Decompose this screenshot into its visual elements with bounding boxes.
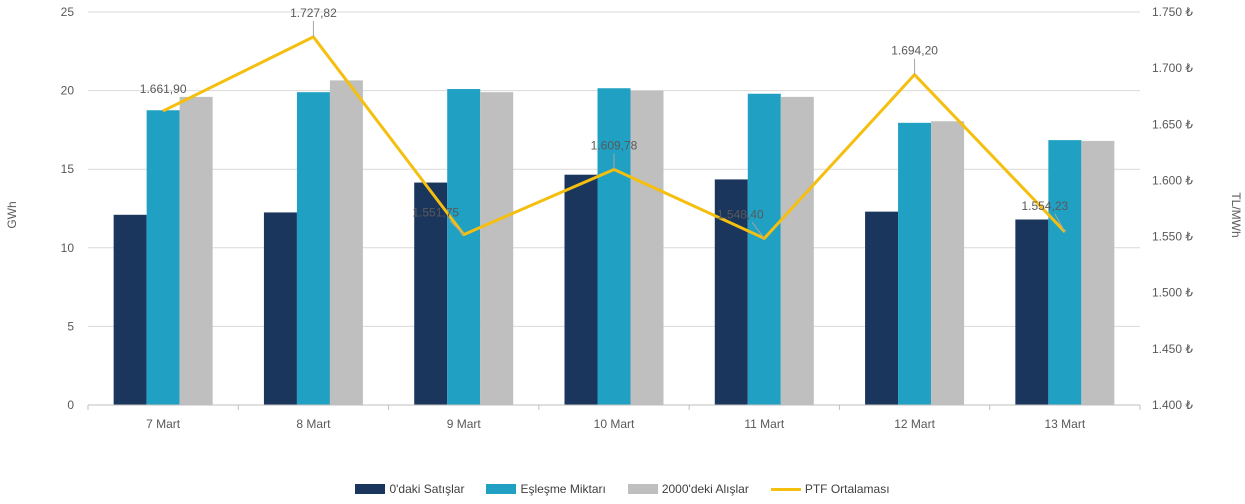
data-label: 1.727,82 <box>290 6 337 20</box>
legend-label: 0'daki Satışlar <box>389 482 465 496</box>
y-axis-left-title: GWh <box>5 201 19 228</box>
x-axis: 7 Mart 8 Mart 9 Mart 10 Mart 11 Mart 12 Mart 1… <box>87 404 1141 431</box>
bar <box>263 212 297 405</box>
y-right-tick-label: 1.600 ₺ <box>1152 173 1193 187</box>
leader-line <box>1054 213 1066 233</box>
y-tick-label: 5 <box>67 319 74 333</box>
data-label: 1.551,75 <box>412 206 459 220</box>
legend-label: Eşleşme Miktarı <box>520 482 606 496</box>
y-tick-label: 10 <box>61 241 75 255</box>
bar <box>865 211 899 405</box>
data-labels: 1.661,90 1.727,82 1.551,75 1.609,78 1.548,40… <box>140 6 1069 239</box>
x-tick-label: 13 Mart <box>1045 417 1086 431</box>
data-label: 1.548,40 <box>717 207 764 221</box>
y-tick-label: 15 <box>61 162 75 176</box>
y-axis-right-title: TL/MWh <box>1229 192 1243 237</box>
bar <box>414 182 448 405</box>
legend-label: 2000'deki Alışlar <box>661 482 749 496</box>
y-right-tick-label: 1.400 ₺ <box>1152 398 1193 412</box>
legend-item-eslesme-miktari: Eşleşme Miktarı <box>486 482 606 496</box>
bar <box>931 121 965 405</box>
bar <box>747 93 781 405</box>
y-right-tick-label: 1.650 ₺ <box>1152 117 1193 131</box>
y-right-tick-label: 1.500 ₺ <box>1152 286 1193 300</box>
bar <box>480 92 514 405</box>
legend-item-2000deki-alislar: 2000'deki Alışlar <box>627 482 749 496</box>
x-tick-label: 8 Mart <box>296 417 331 431</box>
legend-label: PTF Ortalaması <box>804 482 890 496</box>
legend-item-0daki-satislar: 0'daki Satışlar <box>355 482 464 496</box>
bar <box>296 92 330 405</box>
legend-item-ptf-ortalamasi: PTF Ortalaması <box>770 482 890 496</box>
y-tick-label: 25 <box>61 5 75 19</box>
data-label: 1.609,78 <box>591 138 638 152</box>
bar <box>447 89 481 405</box>
legend-swatch <box>486 484 517 494</box>
bar <box>780 96 814 405</box>
bar <box>146 110 180 405</box>
y-right-tick-label: 1.550 ₺ <box>1152 230 1193 244</box>
data-label: 1.694,20 <box>891 44 938 58</box>
bar <box>898 122 932 406</box>
legend-swatch <box>355 484 386 494</box>
y-right-tick-label: 1.750 ₺ <box>1152 5 1193 19</box>
bar <box>1048 140 1082 406</box>
y-right-tick-label: 1.700 ₺ <box>1152 61 1193 75</box>
y-tick-label: 0 <box>67 398 74 412</box>
line-point <box>162 110 164 112</box>
bar <box>630 90 664 405</box>
y-tick-label: 20 <box>61 84 75 98</box>
bar <box>113 214 147 405</box>
x-tick-label: 11 Mart <box>744 417 784 431</box>
bar <box>329 80 363 405</box>
y-axis-right: 1.400 ₺ 1.450 ₺ 1.500 ₺ 1.550 ₺ 1.600 ₺ 1.650… <box>1152 5 1193 412</box>
x-tick-label: 12 Mart <box>894 417 935 431</box>
legend-swatch-line <box>770 487 801 491</box>
bar-series <box>113 80 1115 406</box>
bar <box>597 88 631 405</box>
bar <box>564 174 598 405</box>
legend: 0'daki Satışlar Eşleşme Miktarı 2000'dek… <box>0 482 1245 496</box>
x-tick-label: 7 Mart <box>146 417 181 431</box>
leader-line <box>449 220 465 235</box>
legend-swatch <box>627 484 658 494</box>
y-axis-left: 0 5 10 15 20 25 <box>61 5 75 412</box>
leader-line <box>751 222 765 239</box>
bar <box>1081 140 1115 406</box>
data-label: 1.554,23 <box>1021 199 1068 213</box>
bar <box>1015 219 1049 405</box>
x-tick-label: 10 Mart <box>594 417 635 431</box>
x-tick-label: 9 Mart <box>447 417 482 431</box>
bar <box>179 96 213 405</box>
data-label: 1.661,90 <box>140 82 187 96</box>
y-right-tick-label: 1.450 ₺ <box>1152 342 1193 356</box>
